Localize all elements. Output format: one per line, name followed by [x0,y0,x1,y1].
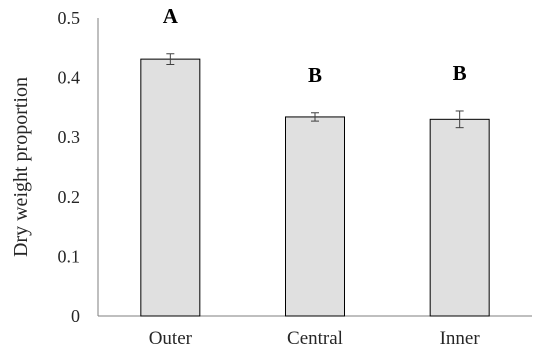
error-bar-inner [455,110,464,129]
significance-letters: A B B [163,4,467,87]
y-tick-labels: 0 0.1 0.2 0.3 0.4 0.5 [58,8,81,326]
y-tick-label: 0.5 [58,8,81,28]
x-tick-label-inner: Inner [440,328,481,349]
bar-central [285,116,345,317]
y-tick-label: 0 [71,306,80,326]
y-axis-title: Dry weight proportion [10,77,32,257]
y-tick-label: 0.2 [58,187,81,207]
x-tick-label-central: Central [287,328,343,349]
x-tick-label-outer: Outer [149,328,193,349]
bars [140,58,490,317]
y-tick-label: 0.1 [58,246,81,266]
significance-letter-outer: A [163,4,179,28]
y-tick-label: 0.3 [58,127,81,147]
x-tick-labels: Outer Central Inner [149,328,481,349]
y-tick-label: 0.4 [58,68,81,88]
error-bar-central [311,112,319,122]
bar-outer [140,58,201,317]
error-bars [166,53,464,129]
bar-inner [429,118,490,317]
error-bar-outer [166,53,175,65]
significance-letter-central: B [308,63,322,87]
significance-letter-inner: B [453,61,467,85]
